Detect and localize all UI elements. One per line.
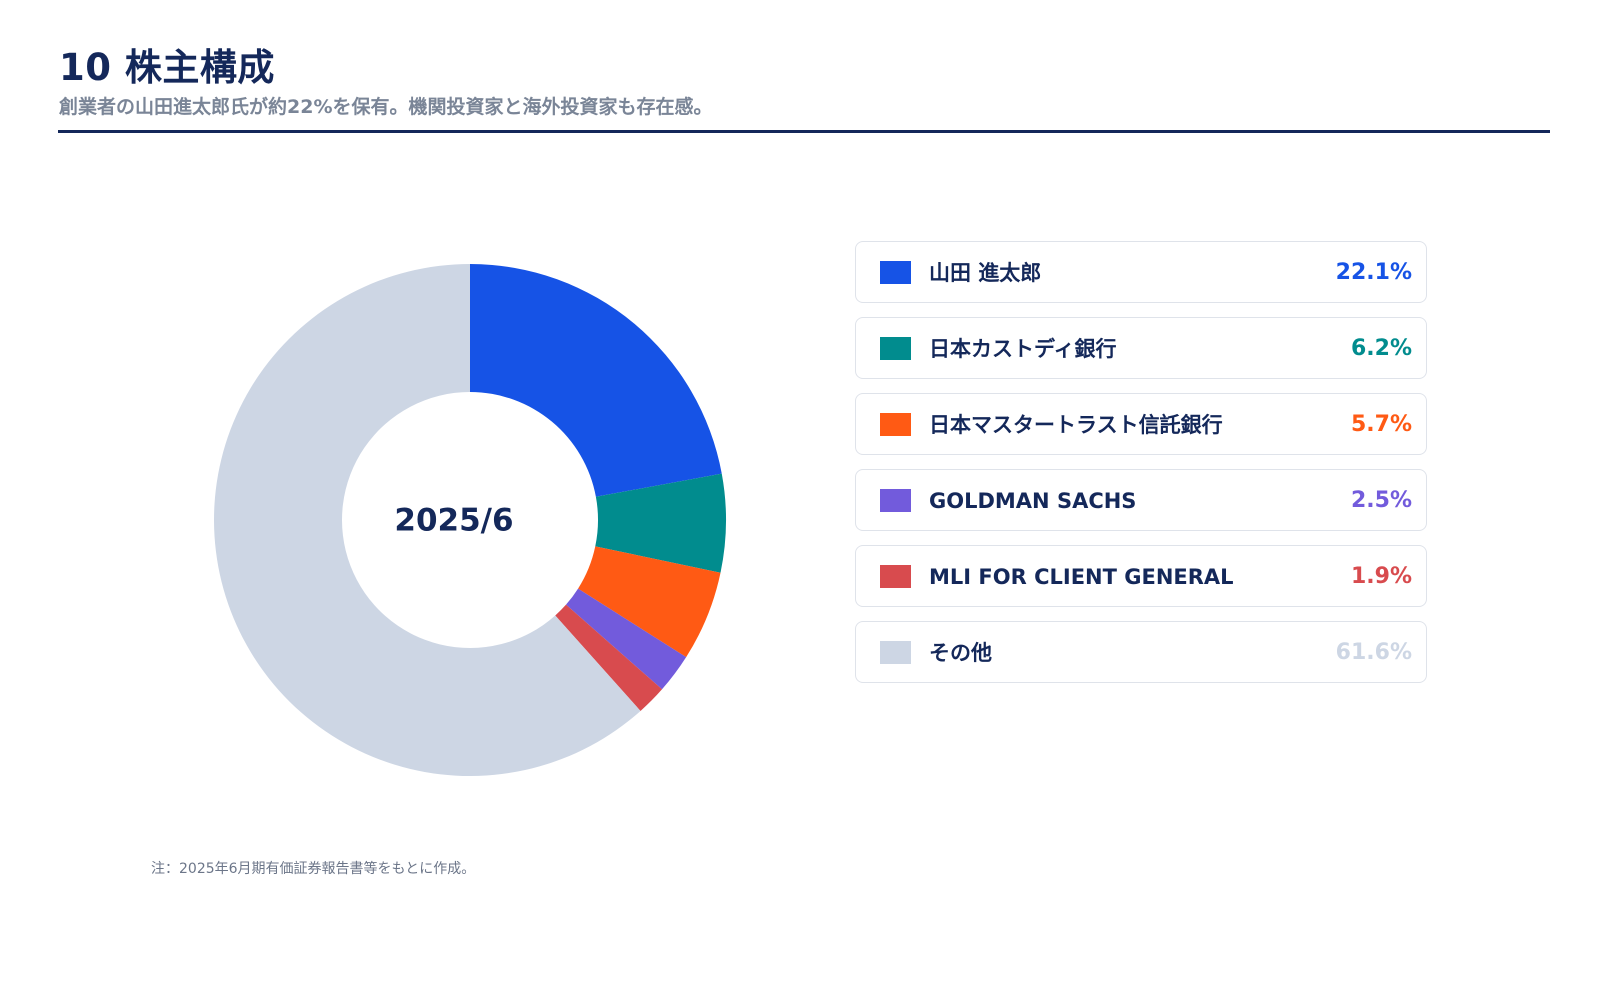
legend-label: 山田 進太郎 bbox=[929, 261, 1042, 285]
legend-item: その他 61.6% bbox=[855, 621, 1427, 683]
legend-value: 22.1% bbox=[1335, 260, 1412, 285]
legend-label: その他 bbox=[929, 641, 992, 665]
legend-item: 山田 進太郎 22.1% bbox=[855, 241, 1427, 303]
legend-value: 1.9% bbox=[1350, 564, 1412, 589]
page-title: 10 株主構成 bbox=[59, 46, 275, 89]
legend-swatch bbox=[880, 261, 911, 284]
page-subtitle: 創業者の山田進太郎氏が約22%を保有。機関投資家と海外投資家も存在感。 bbox=[59, 96, 713, 118]
legend-value: 5.7% bbox=[1350, 412, 1412, 437]
legend-item: GOLDMAN SACHS 2.5% bbox=[855, 469, 1427, 531]
donut-slice bbox=[595, 473, 726, 573]
legend-swatch bbox=[880, 565, 911, 588]
footnote: 注：2025年6月期有価証券報告書等をもとに作成。 bbox=[151, 861, 476, 877]
donut-slice bbox=[470, 264, 722, 497]
legend-item: MLI FOR CLIENT GENERAL 1.9% bbox=[855, 545, 1427, 607]
legend-label: GOLDMAN SACHS bbox=[929, 489, 1137, 513]
legend-label: 日本カストディ銀行 bbox=[929, 337, 1117, 361]
legend-swatch bbox=[880, 489, 911, 512]
header-divider bbox=[58, 130, 1550, 133]
donut-slice bbox=[578, 546, 721, 658]
legend-swatch bbox=[880, 413, 911, 436]
legend-value: 6.2% bbox=[1350, 336, 1412, 361]
donut-chart-svg: 2025/6 bbox=[214, 264, 726, 776]
legend-item: 日本マスタートラスト信託銀行 5.7% bbox=[855, 393, 1427, 455]
donut-chart: 2025/6 bbox=[180, 230, 760, 810]
legend-swatch bbox=[880, 337, 911, 360]
legend-swatch bbox=[880, 641, 911, 664]
legend-label: 日本マスタートラスト信託銀行 bbox=[929, 413, 1223, 437]
donut-center-label: 2025/6 bbox=[394, 503, 513, 539]
header: 10 株主構成 創業者の山田進太郎氏が約22%を保有。機関投資家と海外投資家も存… bbox=[59, 44, 1551, 120]
donut-slice bbox=[566, 588, 687, 690]
donut-slice bbox=[214, 264, 641, 776]
chart-legend: 山田 進太郎 22.1% 日本カストディ銀行 6.2% 日本マスタートラスト信託銀行 5.… bbox=[855, 241, 1427, 697]
legend-item: 日本カストディ銀行 6.2% bbox=[855, 317, 1427, 379]
legend-label: MLI FOR CLIENT GENERAL bbox=[929, 565, 1234, 589]
donut-slice bbox=[555, 604, 663, 711]
legend-value: 2.5% bbox=[1350, 488, 1412, 513]
legend-value: 61.6% bbox=[1335, 640, 1412, 665]
